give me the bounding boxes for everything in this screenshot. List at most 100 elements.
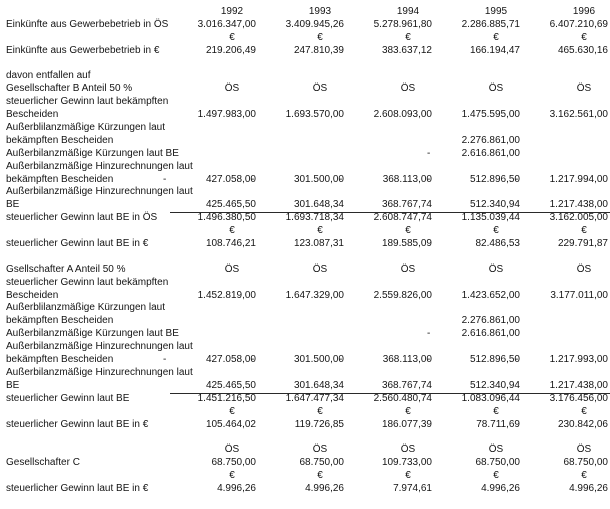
value-cell: 119.726,85 — [258, 419, 346, 432]
year-label: 1996 — [572, 6, 596, 17]
table-row: 1992 1993 1994 1995 1996 — [0, 6, 610, 19]
value-cell: 1.451.216,50 — [170, 393, 258, 406]
amount: 2.560.480,74 — [373, 392, 432, 404]
value-cell — [346, 148, 434, 161]
euro-symbol: € — [405, 225, 411, 237]
value-cell: 68.750,00 — [170, 457, 258, 470]
empty-cell — [522, 431, 610, 444]
amount: 1.647.329,00 — [285, 289, 344, 301]
amount: 1.497.983,00 — [197, 109, 256, 121]
value-cell: 3.409.945,26 — [258, 19, 346, 32]
table-row: Außerblilanzmäßige Kürzungen laut — [0, 122, 610, 135]
value-cell: 247.810,39 — [258, 45, 346, 58]
value-cell: - 1.217.993,00 — [515, 354, 610, 367]
amount: 247.810,39 — [293, 44, 344, 56]
empty-cell — [522, 367, 610, 380]
empty-cell — [170, 186, 258, 199]
row-label: bekämpften Bescheiden — [6, 173, 114, 185]
euro-symbol: € — [229, 31, 235, 43]
year-label: 1994 — [396, 6, 420, 17]
empty-cell — [346, 122, 434, 135]
table-row: steuerlicher Gewinn laut bekämpften — [0, 277, 610, 290]
unit-cell: ÖS — [346, 264, 434, 277]
unit-cell: ÖS — [522, 83, 610, 96]
value-cell: 4.996,26 — [522, 483, 610, 496]
amount: 1.217.438,00 — [549, 379, 608, 391]
value-cell: 219.206,49 — [170, 45, 258, 58]
value-cell: 2.608.093,00 — [346, 109, 434, 122]
empty-cell — [170, 96, 258, 109]
amount: 368.767,74 — [381, 379, 432, 391]
table-row: davon entfallen auf — [0, 70, 610, 83]
amount: 383.637,12 — [381, 44, 432, 56]
row-label: steuerlicher Gewinn laut bekämpften — [6, 276, 169, 288]
year-label: 1995 — [484, 6, 508, 17]
amount: 368.767,74 — [381, 199, 432, 211]
minus-sign: - — [163, 173, 167, 185]
minus-sign: - — [515, 173, 519, 185]
empty-cell — [522, 341, 610, 354]
value-cell: -512.896,50 — [427, 173, 522, 187]
amount: 368.113,00 — [382, 354, 432, 366]
schilling-symbol: ÖS — [400, 444, 416, 456]
amount: 4.996,26 — [217, 482, 256, 494]
amount: 3.162.561,00 — [549, 109, 608, 121]
row-label — [0, 225, 170, 238]
table-row: Gesellschafter B Anteil 50 % ÖS ÖS ÖS ÖS ÖS — [0, 83, 610, 96]
table-row: steuerlicher Gewinn laut BE in € 4.996,26… — [0, 483, 610, 496]
unit-cell: € — [346, 406, 434, 419]
table-row: Außerblilanzmäßige Kürzungen laut — [0, 302, 610, 315]
value-cell: 301.648,34 — [258, 199, 346, 214]
value-cell — [170, 328, 258, 341]
value-cell: 368.767,74 — [346, 380, 434, 394]
row-label: Außerbilanzmäßige Hinzurechnungen laut — [6, 341, 193, 353]
empty-cell — [522, 277, 610, 290]
row-label: Außerblilanzmäßige Kürzungen laut — [6, 122, 165, 134]
value-cell — [258, 315, 346, 328]
table-row: Gsellschafter A Anteil 50 % ÖS ÖS ÖS ÖS ÖS — [0, 264, 610, 277]
unit-cell: € — [346, 32, 434, 45]
value-cell: 68.750,00 — [434, 457, 522, 470]
unit-cell: € — [346, 470, 434, 483]
empty-cell — [258, 367, 346, 380]
amount: 1.475.595,00 — [461, 109, 520, 121]
amount: 1.451.216,50 — [197, 392, 256, 404]
table-row: Außerbilanzmäßige Kürzungen laut BE - 2.61… — [0, 328, 610, 341]
empty-cell — [522, 96, 610, 109]
empty-cell — [434, 70, 522, 83]
row-label — [0, 58, 170, 71]
amount: 512.896,50 — [469, 173, 520, 185]
unit-cell: € — [170, 470, 258, 483]
value-cell: -427.058,00 — [163, 354, 258, 367]
unit-cell: ÖS — [170, 444, 258, 457]
euro-symbol: € — [493, 31, 499, 43]
value-cell: 1.423.652,00 — [434, 290, 522, 303]
amount: 3.162.005,00 — [549, 212, 608, 224]
table-row: bekämpften Bescheiden -427.058,00-301.500… — [0, 354, 610, 367]
amount: 2.616.861,00 — [461, 328, 520, 340]
unit-cell: ÖS — [346, 444, 434, 457]
row-label — [0, 406, 170, 419]
amount: 1.496.380,50 — [197, 212, 256, 224]
row-label: bekämpften Bescheiden — [6, 134, 114, 146]
unit-cell: € — [434, 406, 522, 419]
empty-cell — [170, 367, 258, 380]
amount: 1.693.718,34 — [285, 212, 344, 224]
value-cell: 3.176.456,00 — [522, 393, 610, 406]
table-row — [0, 58, 610, 71]
amount: 512.340,94 — [469, 199, 520, 211]
table-row: € € € € € — [0, 225, 610, 238]
table-row: Bescheiden 1.497.983,00 1.693.570,00 2.608.… — [0, 109, 610, 122]
value-cell: 5.278.961,80 — [346, 19, 434, 32]
empty-cell — [170, 70, 258, 83]
year-header: 1994 — [346, 6, 434, 19]
empty-cell — [434, 122, 522, 135]
table-row: € € € € € — [0, 32, 610, 45]
empty-cell — [170, 251, 258, 264]
value-cell — [346, 315, 434, 328]
table-row: bekämpften Bescheiden 2.276.861,00 — [0, 315, 610, 328]
amount: 1.693.570,00 — [285, 109, 344, 121]
empty-cell — [170, 341, 258, 354]
empty-cell — [170, 161, 258, 174]
